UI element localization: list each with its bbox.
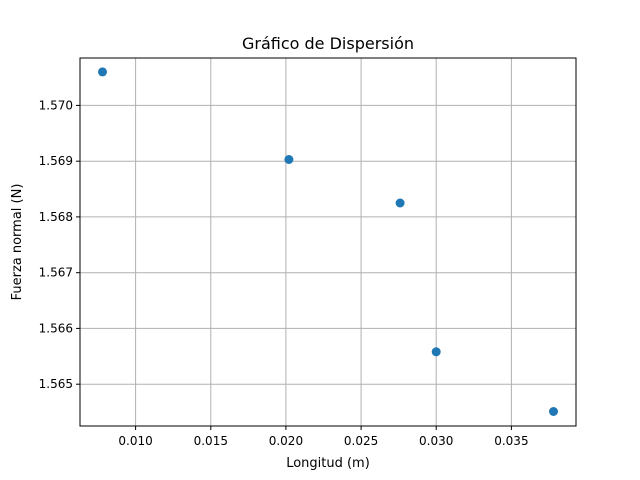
x-tick-label: 0.030	[419, 434, 453, 448]
y-tick-label: 1.566	[39, 321, 73, 335]
data-point	[549, 407, 558, 416]
data-point	[395, 198, 405, 208]
x-tick-label: 0.015	[194, 434, 228, 448]
x-tick-label: 0.020	[269, 434, 303, 448]
data-points	[98, 67, 558, 416]
data-point	[284, 155, 294, 164]
y-tick-label: 1.565	[39, 377, 73, 391]
x-axis-label: Longitud (m)	[286, 456, 370, 471]
y-tick-label: 1.569	[39, 154, 73, 168]
data-point	[98, 67, 107, 77]
x-tick-label: 0.035	[494, 434, 528, 448]
chart-title: Gráfico de Dispersión	[242, 34, 414, 53]
grid-lines	[80, 58, 576, 426]
y-tick-label: 1.567	[39, 266, 73, 280]
plot-frame	[79, 57, 577, 427]
y-axis-label: Fuerza normal (N)	[10, 184, 25, 301]
x-tick-label: 0.025	[344, 434, 378, 448]
axis-ticks: 0.010 0.015 0.020 0.025 0.030 0.035 1.565 1.566…	[39, 98, 529, 448]
x-tick-label: 0.010	[118, 434, 152, 448]
data-point	[431, 347, 441, 357]
y-tick-label: 1.570	[39, 98, 73, 112]
y-tick-label: 1.568	[39, 210, 73, 224]
